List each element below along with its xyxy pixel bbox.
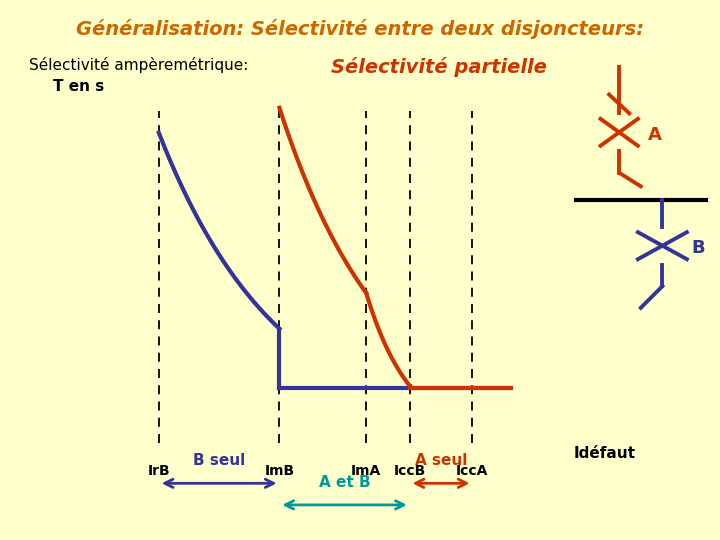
Text: Idéfaut: Idéfaut xyxy=(574,446,636,461)
Text: Sélectivité ampèremétrique:: Sélectivité ampèremétrique: xyxy=(29,57,248,73)
Text: ImA: ImA xyxy=(351,464,382,478)
Text: IrB: IrB xyxy=(148,464,170,478)
Text: Sélectivité partielle: Sélectivité partielle xyxy=(331,57,547,77)
Text: ImB: ImB xyxy=(264,464,294,478)
Text: A et B: A et B xyxy=(319,475,370,490)
Text: A seul: A seul xyxy=(415,453,467,468)
Text: B seul: B seul xyxy=(193,453,246,468)
Text: T en s: T en s xyxy=(53,79,104,94)
Text: B: B xyxy=(691,239,705,258)
Text: A: A xyxy=(648,126,662,144)
Text: IccB: IccB xyxy=(394,464,426,478)
Text: Généralisation: Sélectivité entre deux disjoncteurs:: Généralisation: Sélectivité entre deux d… xyxy=(76,19,644,39)
Text: IccA: IccA xyxy=(456,464,489,478)
